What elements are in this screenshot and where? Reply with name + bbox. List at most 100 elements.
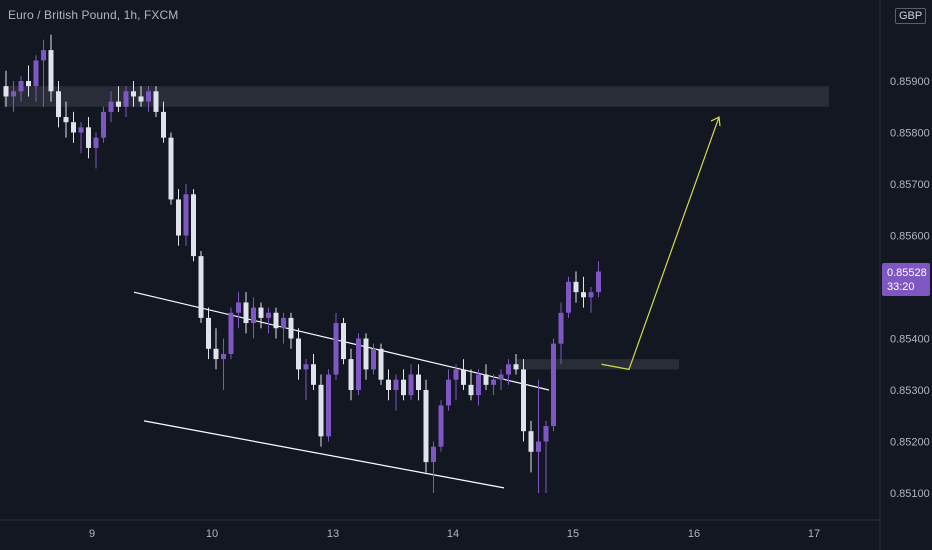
candle-body-61: [461, 369, 466, 385]
candle-body-76: [573, 281, 579, 293]
candle-body-51: [386, 379, 391, 390]
candle-body-29: [221, 353, 226, 360]
price-tick-label: 0.85800: [890, 128, 930, 140]
candle-body-32: [243, 302, 249, 324]
bar-countdown: 33:20: [887, 281, 915, 293]
candle-body-1: [11, 91, 16, 97]
candle-body-9: [71, 122, 76, 133]
candle-body-3: [26, 81, 31, 87]
candle-body-5: [41, 50, 46, 61]
candle-body-21: [161, 111, 166, 138]
candle-body-10: [78, 127, 84, 133]
candle-body-25: [191, 194, 196, 257]
candle-body-2: [18, 81, 24, 92]
candle-body-53: [401, 379, 406, 396]
candle-body-55: [416, 374, 421, 390]
candle-body-56: [423, 390, 429, 463]
candle-body-48: [363, 338, 369, 370]
candle-body-68: [513, 364, 519, 370]
candle-body-71: [536, 441, 541, 452]
candle-body-39: [296, 338, 301, 370]
candle-body-17: [131, 91, 136, 97]
price-tick-label: 0.85600: [890, 231, 930, 243]
candle-body-78: [588, 292, 594, 298]
projection-path: [601, 116, 720, 371]
candle-body-74: [558, 312, 564, 344]
candle-body-35: [266, 312, 271, 318]
candle-body-24: [183, 194, 189, 236]
candle-body-73: [551, 343, 556, 427]
time-tick-label: 9: [89, 528, 95, 540]
candle-body-52: [393, 379, 399, 390]
candle-body-67: [506, 364, 511, 375]
candle-body-18: [138, 96, 144, 102]
candle-body-45: [341, 323, 346, 360]
candle-body-42: [318, 384, 324, 437]
candle-body-4: [33, 60, 39, 87]
candle-body-46: [348, 359, 354, 390]
projection-layer: [601, 116, 721, 371]
time-tick-label: 17: [808, 528, 820, 540]
candle-body-72: [543, 426, 549, 442]
candle-body-14: [108, 101, 114, 112]
candle-body-36: [273, 312, 279, 329]
price-tick-label: 0.85900: [890, 76, 930, 88]
trendlines-layer: [133, 291, 550, 489]
candle-body-79: [596, 271, 601, 293]
candle-body-26: [198, 256, 204, 318]
candle-body-64: [483, 374, 489, 385]
currency-badge[interactable]: GBP: [895, 8, 927, 24]
candle-body-47: [356, 338, 361, 390]
time-axis[interactable]: 9 10 13 14 15 16 17: [89, 528, 820, 540]
candle-body-60: [453, 369, 459, 380]
candle-body-59: [446, 379, 451, 406]
time-tick-label: 13: [327, 528, 339, 540]
candle-body-15: [116, 101, 121, 107]
zones-layer: [4, 86, 829, 370]
candle-body-66: [498, 374, 504, 380]
candle-body-12: [93, 137, 99, 148]
time-tick-label: 15: [567, 528, 579, 540]
candle-body-11: [86, 127, 91, 148]
candle-body-41: [311, 364, 316, 385]
last-price-value: 0.85528: [887, 267, 927, 279]
candle-body-57: [431, 446, 436, 463]
candle-body-77: [581, 292, 586, 298]
candle-body-54: [408, 374, 414, 396]
price-tick-label: 0.85300: [890, 385, 930, 397]
candle-body-50: [378, 348, 384, 380]
price-tick-label: 0.85200: [890, 437, 930, 449]
trendline-1: [143, 420, 505, 489]
candle-body-69: [521, 369, 526, 432]
candles-layer: [3, 34, 601, 493]
zone-0: [4, 86, 829, 107]
candle-body-62: [468, 384, 474, 396]
time-tick-label: 14: [447, 528, 459, 540]
candle-body-6: [48, 50, 54, 92]
candle-body-44: [333, 323, 339, 375]
candle-body-31: [236, 302, 241, 313]
price-tick-label: 0.85400: [890, 334, 930, 346]
price-tick-label: 0.85700: [890, 179, 930, 191]
candle-body-22: [168, 137, 174, 200]
candle-body-28: [213, 348, 219, 360]
candle-body-8: [63, 117, 69, 123]
candle-body-58: [438, 405, 444, 447]
time-tick-label: 16: [688, 528, 700, 540]
candle-body-49: [371, 348, 376, 370]
candle-body-70: [528, 431, 534, 452]
candle-body-33: [251, 307, 256, 324]
candle-body-65: [491, 379, 496, 385]
symbol-title: Euro / British Pound, 1h, FXCM: [8, 8, 179, 22]
time-tick-label: 10: [206, 528, 218, 540]
candle-body-75: [566, 281, 571, 313]
candle-body-63: [476, 374, 481, 396]
candle-body-13: [101, 111, 106, 138]
candle-body-20: [153, 91, 159, 112]
candle-body-43: [326, 374, 331, 437]
candle-body-19: [146, 91, 151, 102]
candle-body-16: [123, 91, 129, 107]
candle-body-40: [303, 364, 309, 370]
candle-body-30: [228, 312, 234, 354]
